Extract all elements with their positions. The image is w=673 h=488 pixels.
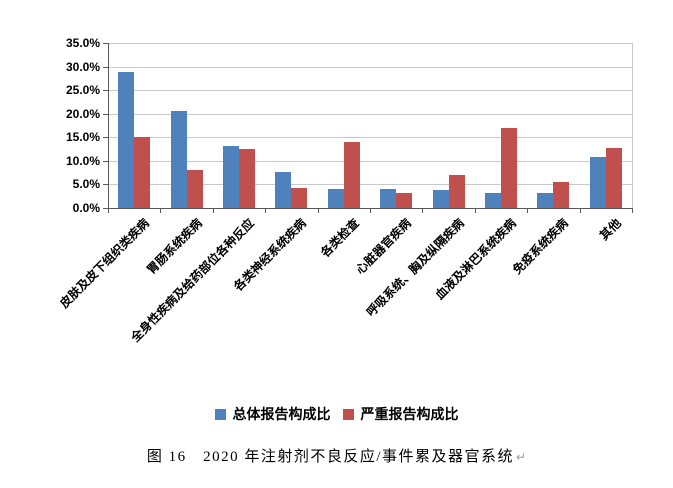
gridline bbox=[108, 184, 632, 186]
legend-label-overall: 总体报告构成比 bbox=[232, 406, 331, 422]
bar-overall bbox=[223, 146, 239, 208]
y-axis-tick-label: 10.0% bbox=[65, 153, 100, 168]
bar-overall bbox=[275, 171, 292, 208]
x-axis-category-label: 其他 bbox=[596, 216, 624, 243]
bar-serious bbox=[605, 147, 622, 208]
y-axis-tick-label: 0.0% bbox=[72, 201, 100, 215]
chart-legend: 总体报告构成比 严重报告构成比 bbox=[0, 404, 673, 424]
y-axis-tick-label: 35.0% bbox=[65, 36, 100, 50]
y-axis-tick-label: 25.0% bbox=[65, 83, 100, 98]
x-axis-tick bbox=[160, 208, 162, 213]
bar-serious bbox=[239, 149, 255, 208]
x-axis-tick bbox=[265, 208, 267, 213]
x-axis-category-label: 皮肤及皮下组织类疾病 bbox=[57, 216, 153, 311]
gridline bbox=[108, 43, 632, 44]
bar-overall bbox=[589, 156, 606, 208]
gridline bbox=[108, 137, 632, 139]
y-axis-tick bbox=[103, 90, 108, 92]
bar-overall bbox=[485, 193, 501, 208]
x-axis-category-label: 呼吸系统、胸及纵隔疾病 bbox=[363, 216, 467, 320]
x-axis-tick bbox=[317, 208, 319, 213]
y-axis-tick-label: 30.0% bbox=[65, 59, 100, 74]
y-axis-tick bbox=[103, 66, 108, 68]
y-axis-tick bbox=[103, 113, 108, 115]
bar-serious bbox=[134, 137, 151, 208]
bar-serious bbox=[448, 175, 465, 208]
y-axis-tick bbox=[103, 43, 108, 44]
y-axis-tick bbox=[103, 137, 108, 139]
y-axis-tick bbox=[103, 160, 108, 162]
bar-serious bbox=[186, 169, 203, 208]
x-axis-tick bbox=[632, 208, 633, 213]
x-axis-tick bbox=[474, 208, 476, 213]
y-axis-tick bbox=[103, 184, 108, 186]
caption-text: 图 16 2020 年注射剂不良反应/事件累及器官系统 bbox=[146, 449, 515, 465]
legend-swatch-serious bbox=[342, 408, 354, 420]
y-axis-line bbox=[108, 43, 109, 208]
x-axis-tick bbox=[212, 208, 214, 213]
bar-overall bbox=[537, 192, 554, 208]
y-axis-tick-label: 15.0% bbox=[65, 130, 100, 145]
bar-overall bbox=[327, 189, 344, 208]
y-axis-tick-label: 5.0% bbox=[72, 177, 100, 192]
bar-serious bbox=[291, 188, 308, 208]
figure-caption: 图 16 2020 年注射剂不良反应/事件累及器官系统 ↵ bbox=[0, 445, 673, 466]
gridline bbox=[108, 113, 632, 115]
bar-overall bbox=[118, 72, 135, 208]
x-axis-tick bbox=[422, 208, 424, 213]
y-axis-tick-label: 20.0% bbox=[65, 106, 100, 121]
bar-overall bbox=[170, 110, 187, 208]
gridline bbox=[108, 90, 632, 92]
gridline bbox=[108, 160, 632, 162]
legend-swatch-overall bbox=[214, 408, 226, 420]
x-axis-category-label: 免疫系统疾病 bbox=[510, 216, 572, 277]
x-axis-tick bbox=[108, 208, 109, 213]
bar-overall bbox=[380, 189, 397, 208]
legend-item-serious: 严重报告构成比 bbox=[342, 404, 459, 424]
x-axis-tick bbox=[527, 208, 529, 213]
bar-serious bbox=[396, 193, 413, 208]
legend-label-serious: 严重报告构成比 bbox=[360, 406, 459, 422]
x-axis-tick bbox=[370, 208, 371, 213]
x-axis-tick bbox=[579, 208, 581, 213]
bar-serious bbox=[343, 142, 360, 208]
x-axis-category-label: 各类检查 bbox=[317, 216, 362, 260]
bar-serious bbox=[553, 182, 570, 208]
x-axis-line bbox=[103, 208, 632, 209]
gridline bbox=[108, 66, 632, 68]
bar-serious bbox=[501, 128, 517, 208]
bar-overall bbox=[432, 189, 449, 208]
plot-right-border bbox=[632, 43, 633, 208]
legend-item-overall: 总体报告构成比 bbox=[214, 404, 331, 424]
paragraph-return-mark: ↵ bbox=[516, 450, 527, 464]
